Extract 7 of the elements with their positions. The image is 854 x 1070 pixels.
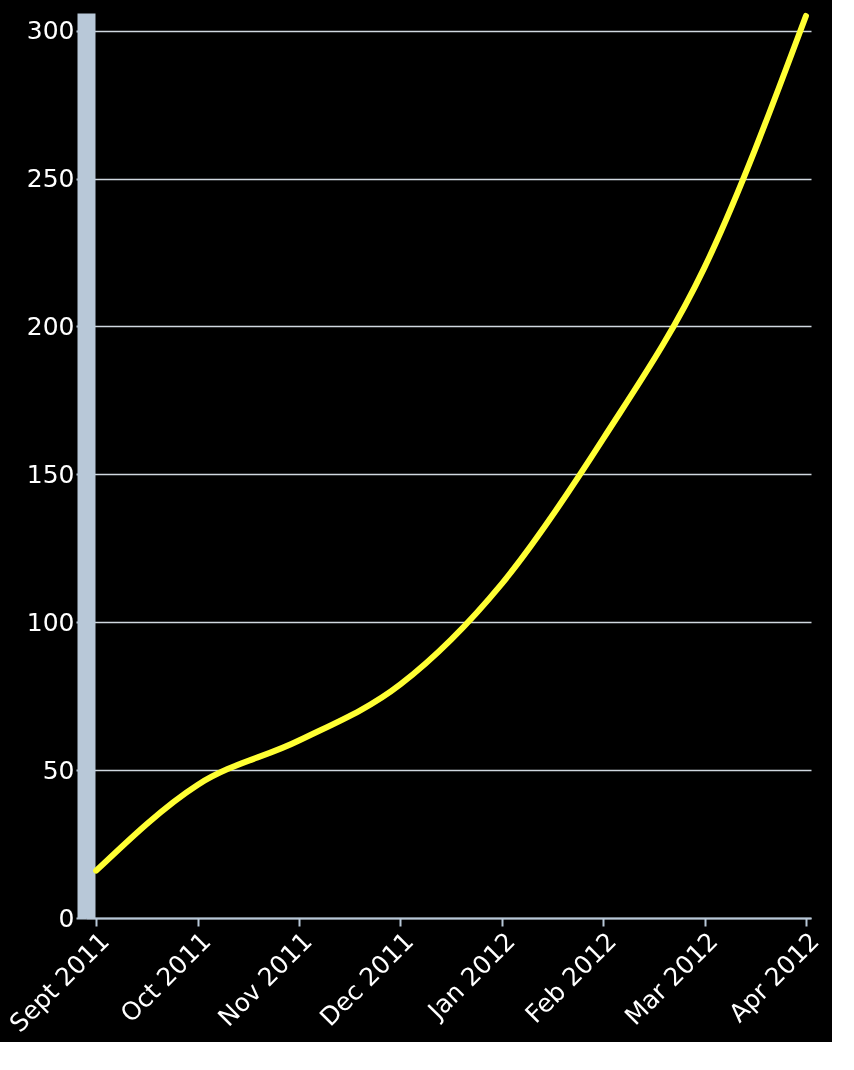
- y-tick-label: 0: [58, 903, 75, 933]
- y-tick-label: 150: [26, 459, 75, 489]
- y-tick-label: 200: [26, 312, 75, 341]
- y-tick-label: 300: [26, 16, 75, 46]
- y-tick-label: 100: [26, 607, 75, 637]
- y-tick-label: 250: [26, 164, 75, 194]
- y-tick-label: 50: [42, 755, 75, 785]
